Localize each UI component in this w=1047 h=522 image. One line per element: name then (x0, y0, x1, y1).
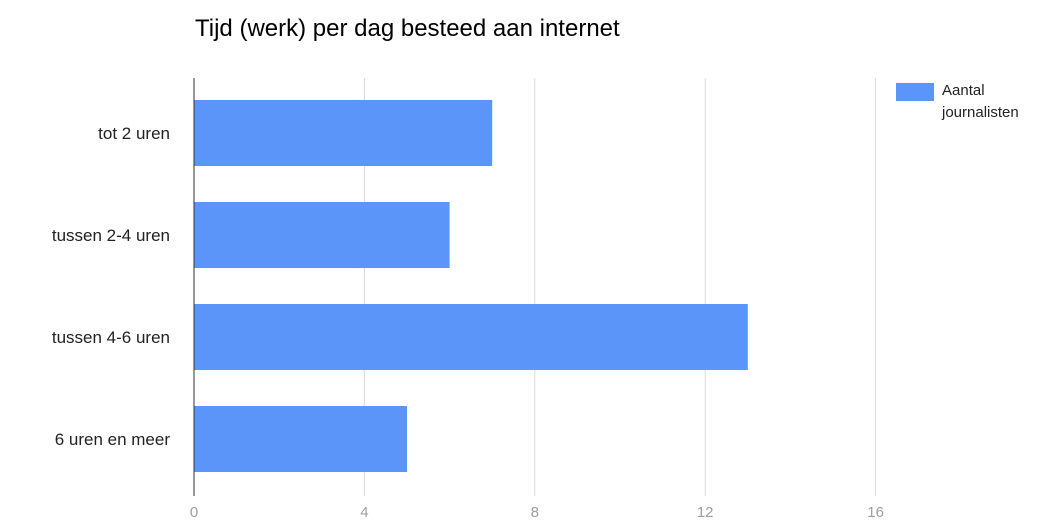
legend-swatch (896, 83, 934, 101)
bar-2 (194, 304, 748, 370)
category-label-0: tot 2 uren (98, 124, 170, 143)
bar-3 (194, 406, 407, 472)
category-label-1: tussen 2-4 uren (52, 226, 170, 245)
category-labels: tot 2 uren tussen 2-4 uren tussen 4-6 uren… (52, 124, 170, 449)
chart-title: Tijd (werk) per dag besteed aan internet (195, 15, 620, 42)
x-tick-label-4: 16 (867, 504, 884, 521)
x-tick-label-2: 8 (531, 504, 539, 521)
bar-0 (194, 100, 493, 166)
bar-1 (194, 202, 450, 268)
x-tick-label-1: 4 (360, 504, 368, 521)
category-label-2: tussen 4-6 uren (52, 328, 170, 347)
tick-labels: 0 4 8 12 16 (190, 504, 884, 521)
x-tick-label-0: 0 (190, 504, 198, 521)
x-tick-label-3: 12 (697, 504, 714, 521)
bars (194, 100, 748, 472)
category-label-3: 6 uren en meer (55, 430, 171, 449)
legend-label: Aantal journalisten (942, 82, 1019, 121)
